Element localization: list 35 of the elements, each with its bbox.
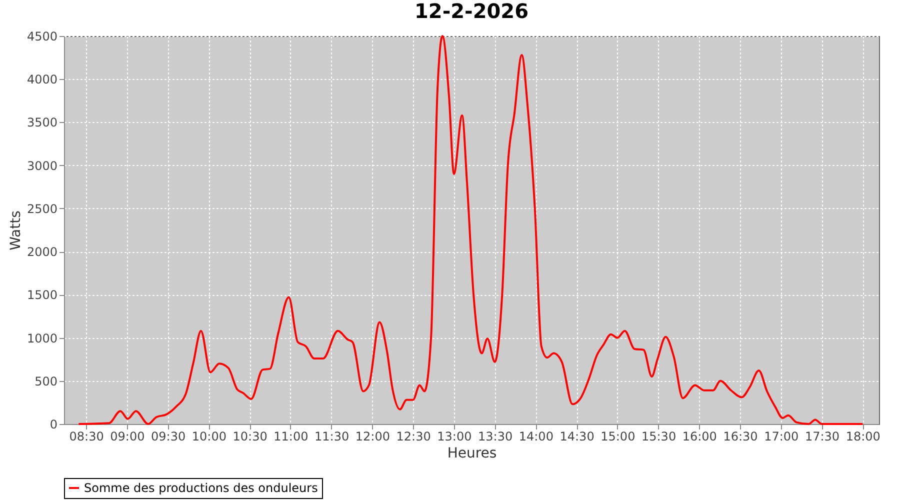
x-tick-label: 11:30 bbox=[314, 430, 350, 444]
x-tick-label: 18:00 bbox=[846, 430, 880, 444]
x-tick-label: 12:30 bbox=[396, 430, 431, 444]
x-tick-label: 17:00 bbox=[764, 430, 799, 444]
line-series bbox=[78, 35, 864, 425]
y-tick-label: 4000 bbox=[26, 72, 58, 87]
y-tick-label: 2000 bbox=[26, 245, 58, 260]
x-tick-label: 14:30 bbox=[560, 430, 594, 444]
x-tick-label: 09:30 bbox=[151, 430, 186, 444]
y-axis-title: Watts bbox=[8, 210, 24, 250]
y-tick-label: 1500 bbox=[26, 288, 58, 302]
y-tick-label: 4500 bbox=[26, 30, 58, 44]
x-tick-label: 16:00 bbox=[682, 430, 717, 444]
y-tick-label: 2500 bbox=[26, 202, 58, 216]
x-axis-title: Heures bbox=[447, 446, 497, 462]
y-tick-label: 1000 bbox=[26, 331, 58, 346]
chart-title: 12-2-2026 bbox=[414, 0, 529, 23]
legend-label: Somme des productions des onduleurs bbox=[84, 481, 318, 495]
y-tick-label: 500 bbox=[34, 374, 58, 388]
x-tick-label: 10:00 bbox=[192, 430, 226, 444]
y-tick-label: 0 bbox=[50, 418, 58, 432]
x-tick-label: 13:30 bbox=[478, 430, 513, 444]
x-tick-label: 10:30 bbox=[232, 430, 268, 444]
y-tick-label: 3500 bbox=[26, 116, 58, 130]
x-tick-label: 08:30 bbox=[69, 430, 104, 444]
x-tick-label: 15:00 bbox=[600, 430, 636, 444]
x-tick-label: 11:00 bbox=[274, 430, 308, 444]
x-tick-label: 13:00 bbox=[437, 430, 472, 444]
x-tick-label: 16:30 bbox=[723, 430, 758, 444]
x-tick-label: 14:00 bbox=[518, 430, 554, 444]
x-tick-label: 12:00 bbox=[355, 430, 390, 444]
x-tick-label: 17:30 bbox=[804, 430, 840, 444]
x-tick-label: 15:30 bbox=[641, 430, 676, 444]
y-tick-label: 3000 bbox=[26, 158, 58, 173]
x-tick-label: 09:00 bbox=[110, 430, 145, 444]
